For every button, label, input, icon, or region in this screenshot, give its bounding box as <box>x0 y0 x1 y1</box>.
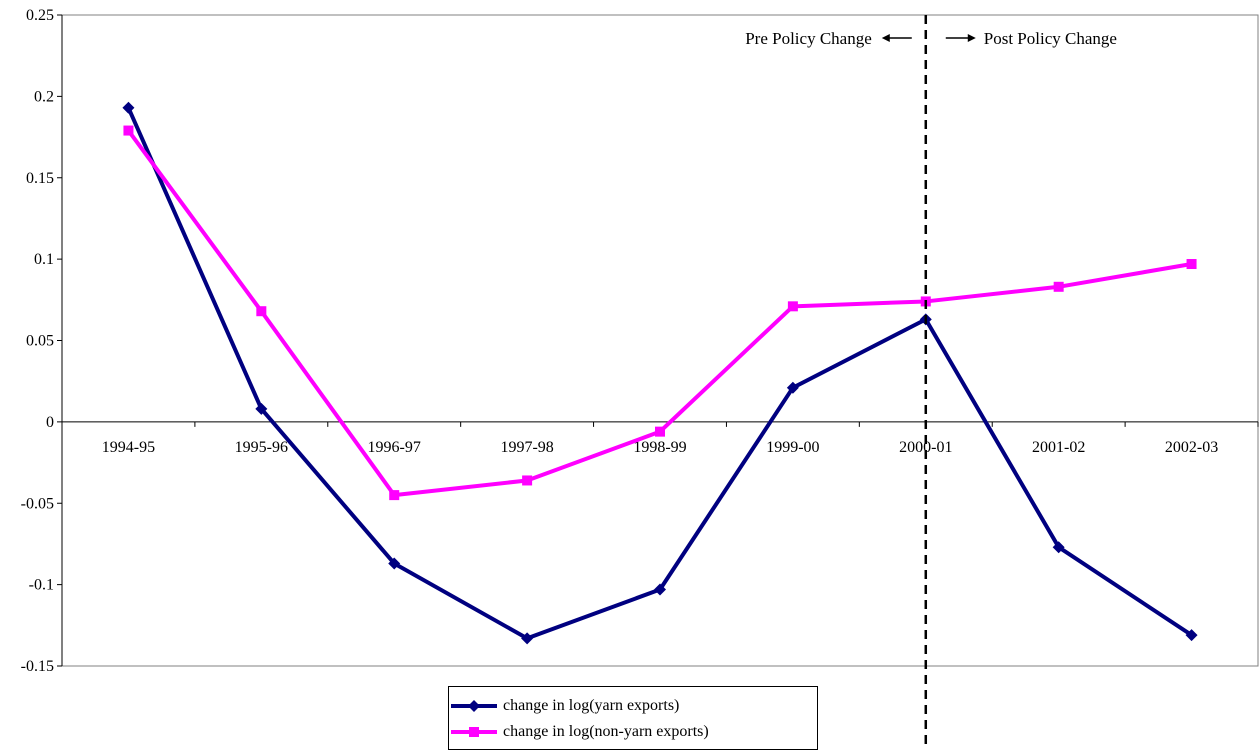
data-point-diamond <box>122 101 135 114</box>
x-tick-label: 1995-96 <box>235 439 288 456</box>
data-point-square <box>787 301 798 312</box>
y-tick-label: 0.15 <box>26 170 54 187</box>
chart-series <box>122 101 1198 645</box>
plot-border <box>61 14 1259 667</box>
data-point-diamond <box>1185 629 1198 642</box>
y-tick-label: 0.2 <box>34 88 54 105</box>
data-point-square <box>389 490 400 501</box>
chart-annotations: Pre Policy Change Post Policy Change <box>745 15 1117 750</box>
y-tick-label: 0.1 <box>34 251 54 268</box>
data-point-square <box>655 426 665 437</box>
left-arrowhead-icon <box>881 34 890 42</box>
y-tick-label: -0.1 <box>29 577 54 594</box>
data-point-diamond <box>654 583 666 596</box>
legend-marker-square-icon <box>451 727 497 737</box>
pre-policy-label: Pre Policy Change <box>745 29 872 48</box>
y-tick-label: 0 <box>46 414 54 431</box>
x-tick-label: 2002-03 <box>1165 439 1218 456</box>
x-tick-label: 2000-01 <box>899 439 952 456</box>
legend-label-yarn: change in log(yarn exports) <box>503 697 680 714</box>
data-point-diamond <box>1052 541 1065 554</box>
data-point-square <box>522 475 533 486</box>
x-tick-label: 1999-00 <box>766 439 819 456</box>
series-line <box>126 106 1193 641</box>
data-point-square <box>1186 259 1197 270</box>
y-tick-label: -0.15 <box>21 658 54 675</box>
legend-marker-diamond-icon <box>451 700 497 712</box>
x-tick-label: 1997-98 <box>500 439 553 456</box>
legend-item-yarn: change in log(yarn exports) <box>449 694 679 718</box>
data-point-diamond <box>786 381 799 394</box>
data-point-diamond <box>521 632 534 645</box>
y-tick-label: 0.05 <box>26 333 54 350</box>
chart-axes: -0.15 -0.1 -0.05 0 0.05 0.1 0.15 0.2 0.25 1994-95… <box>21 7 1259 675</box>
data-point-diamond <box>255 402 268 415</box>
data-point-square <box>123 125 134 136</box>
post-policy-label: Post Policy Change <box>984 29 1117 48</box>
data-point-square <box>1053 281 1064 292</box>
y-tick-label: -0.05 <box>21 495 54 512</box>
x-tick-label: 1998-99 <box>633 439 686 456</box>
legend-label-non-yarn: change in log(non-yarn exports) <box>503 723 709 740</box>
series-yarn-exports <box>122 101 1198 645</box>
y-tick-label: 0.25 <box>26 7 54 24</box>
x-tick-label: 1996-97 <box>368 439 421 456</box>
legend-item-non-yarn: change in log(non-yarn exports) <box>449 720 709 744</box>
data-point-square <box>256 306 267 317</box>
legend: change in log(yarn exports) change in lo… <box>448 686 818 750</box>
data-point-diamond <box>388 557 401 570</box>
x-tick-label: 1994-95 <box>102 439 155 456</box>
right-arrowhead-icon <box>967 34 976 42</box>
x-tick-label: 2001-02 <box>1032 439 1085 456</box>
